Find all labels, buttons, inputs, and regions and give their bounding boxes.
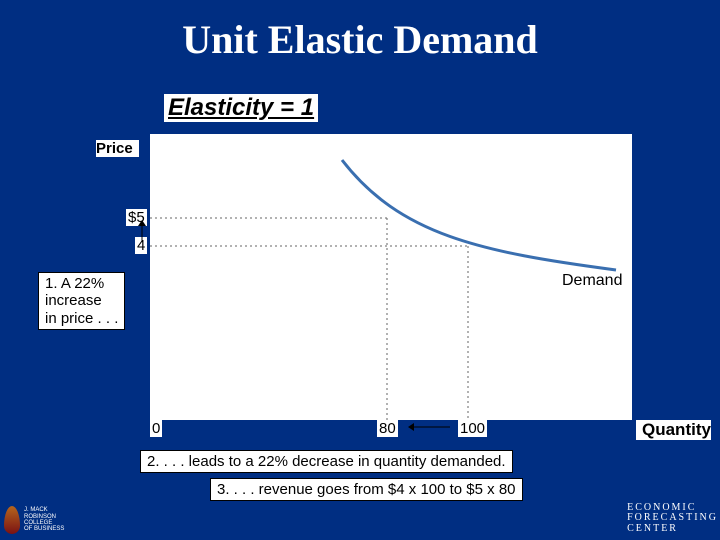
x-tick-0: 0 xyxy=(150,420,162,437)
flame-icon xyxy=(4,506,20,534)
robinson-logo-text: J. MACK ROBINSON COLLEGE OF BUSINESS xyxy=(24,507,64,532)
callout-1-line-1: 1. A 22% xyxy=(45,275,118,292)
logo-left-l4: OF BUSINESS xyxy=(24,526,64,532)
subtitle: Elasticity = 1 xyxy=(164,94,318,122)
callout-price-increase: 1. A 22% increase in price . . . xyxy=(38,272,125,330)
callout-1-line-3: in price . . . xyxy=(45,310,118,327)
y-tick-5: $5 xyxy=(126,209,147,226)
efc-logo: ECONOMIC FORECASTING CENTER xyxy=(627,503,718,535)
logo-right-l2: FORECASTING xyxy=(627,513,718,524)
x-tick-80: 80 xyxy=(377,420,398,437)
logo-right-l3: CENTER xyxy=(627,524,718,535)
y-tick-4: 4 xyxy=(135,237,147,254)
x-tick-100: 100 xyxy=(458,420,487,437)
callout-1-line-2: increase xyxy=(45,292,118,309)
demand-curve-label: Demand xyxy=(562,272,622,290)
callout-revenue: 3. . . . revenue goes from $4 x 100 to $… xyxy=(210,478,523,501)
y-axis-label: Price xyxy=(96,140,139,157)
callout-quantity-decrease: 2. . . . leads to a 22% decrease in quan… xyxy=(140,450,513,473)
robinson-logo: J. MACK ROBINSON COLLEGE OF BUSINESS xyxy=(4,504,104,536)
quantity-arrow-icon xyxy=(408,423,450,431)
x-axis-label: Quantity xyxy=(636,420,711,440)
chart-area xyxy=(150,134,632,420)
page-title: Unit Elastic Demand xyxy=(0,16,720,63)
